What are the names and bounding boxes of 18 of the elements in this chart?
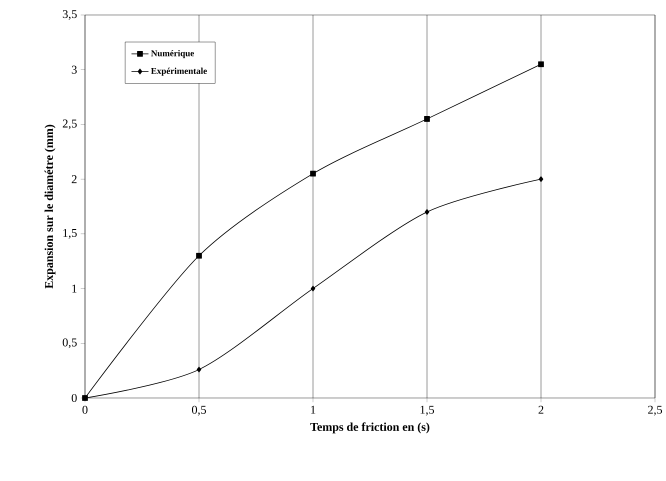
- x-tick-label: 0,5: [192, 406, 206, 416]
- x-tick-label: 2,5: [648, 406, 662, 416]
- x-tick-label: 0: [82, 406, 88, 414]
- y-tick-label: 1,5: [63, 228, 77, 239]
- y-tick-label: 2: [72, 175, 77, 184]
- y-tick-label: 3,5: [62, 10, 77, 20]
- x-tick-label: 2: [538, 406, 544, 414]
- y-axis-title: Expansion sur le diamétre (mm): [44, 124, 56, 289]
- legend-label: Numérique: [151, 50, 194, 58]
- x-axis-title: Temps de friction en (s): [310, 422, 430, 434]
- x-tick-label: 1: [311, 406, 316, 414]
- y-tick-label: 2,5: [62, 120, 77, 130]
- y-tick-label: 0,5: [62, 338, 77, 348]
- x-tick-label: 1,5: [420, 406, 434, 416]
- y-tick-label: 3: [72, 66, 77, 74]
- y-tick-label: 1: [72, 284, 77, 293]
- y-tick-label: 0: [72, 394, 77, 402]
- legend-label: Expérimentale: [151, 68, 207, 76]
